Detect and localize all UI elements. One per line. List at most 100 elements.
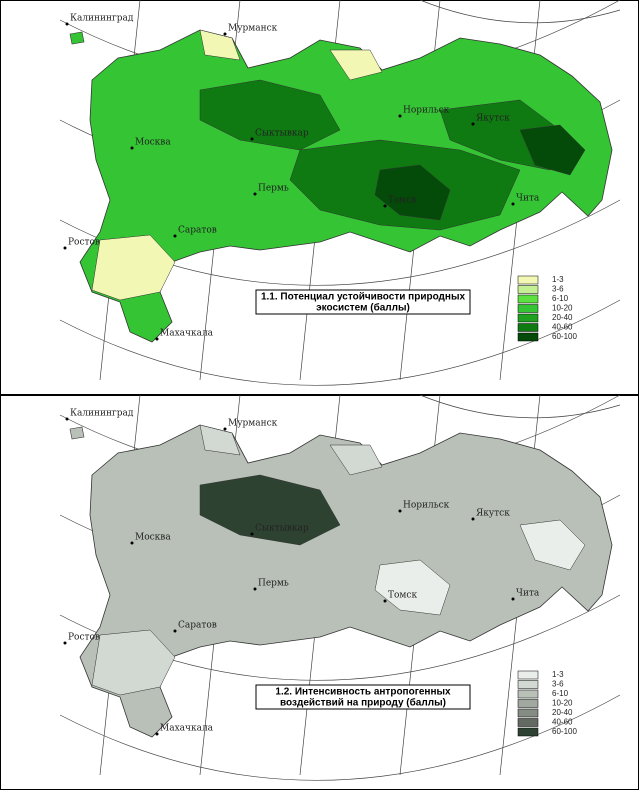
- legend-label: 1-3: [552, 670, 564, 679]
- legend-swatch: [517, 708, 539, 718]
- region: [519, 519, 586, 571]
- city-dot: [253, 192, 257, 196]
- city-label: Пермь: [258, 579, 289, 589]
- legend-label: 6-10: [552, 294, 569, 303]
- city-label: Норильск: [403, 501, 450, 511]
- region: [91, 629, 176, 696]
- city-dot: [63, 246, 67, 250]
- city-label: Томск: [388, 591, 417, 601]
- legend-swatch: [517, 332, 539, 342]
- city-dot: [471, 517, 475, 521]
- kaliningrad: [69, 31, 85, 45]
- region: [199, 79, 341, 151]
- legend-swatch: [517, 275, 539, 285]
- city-label: Саратов: [178, 621, 217, 631]
- legend-label: 60-100: [552, 332, 577, 341]
- city-dot: [65, 22, 69, 26]
- city-dot: [511, 597, 515, 601]
- city-dot: [173, 234, 177, 238]
- legend-label: 60-100: [552, 727, 577, 736]
- city-label: Мурманск: [228, 24, 278, 34]
- region: [199, 424, 241, 456]
- city-label: Москва: [135, 533, 171, 543]
- city-dot: [398, 509, 402, 513]
- legend-label: 20-40: [552, 313, 573, 322]
- city-dot: [250, 137, 254, 141]
- legend-swatch: [517, 718, 539, 727]
- city-label: Махачкала: [160, 329, 214, 339]
- region: [374, 164, 451, 221]
- city-dot: [223, 32, 227, 36]
- map-title: воздействий на природу (баллы): [280, 697, 446, 709]
- map-panel: Калининград Мурманск Норильск Якутск Москва С…: [59, 394, 621, 781]
- legend-swatch: [517, 727, 539, 737]
- city-dot: [173, 629, 177, 633]
- region: [199, 474, 341, 546]
- city-label: Якутск: [476, 509, 510, 519]
- region: [199, 29, 241, 61]
- city-dot: [253, 587, 257, 591]
- map-title: 1.2. Интенсивность антропогенных: [275, 687, 451, 698]
- city-label: Калининград: [70, 14, 134, 24]
- city-dot: [383, 204, 387, 208]
- city-label: Саратов: [178, 226, 217, 236]
- city-label: Ростов: [68, 238, 100, 248]
- city-dot: [471, 122, 475, 126]
- legend-label: 20-40: [552, 708, 573, 717]
- graticule: [59, 299, 621, 386]
- legend-swatch: [517, 285, 539, 294]
- city-dot: [511, 202, 515, 206]
- region: [329, 444, 383, 476]
- city-label: Махачкала: [160, 724, 214, 734]
- city-label: Сыктывкар: [255, 129, 309, 139]
- city-dot: [155, 337, 159, 341]
- city-dot: [130, 541, 134, 545]
- city-label: Калининград: [70, 409, 134, 419]
- city-label: Ростов: [68, 633, 100, 643]
- title-box: [255, 289, 471, 315]
- map-title: экосистем (баллы): [316, 302, 410, 314]
- legend-swatch: [517, 323, 539, 332]
- legend-label: 6-10: [552, 689, 569, 698]
- map-title: 1.1. Потенциал устойчивости природных: [261, 292, 466, 303]
- city-dot: [223, 427, 227, 431]
- city-dot: [63, 641, 67, 645]
- city-label: Норильск: [403, 106, 450, 116]
- legend-label: 10-20: [552, 304, 573, 313]
- city-dot: [398, 114, 402, 118]
- city-dot: [130, 146, 134, 150]
- legend-swatch: [517, 313, 539, 323]
- legend-label: 10-20: [552, 699, 573, 708]
- city-dot: [155, 732, 159, 736]
- legend-swatch: [517, 294, 539, 304]
- city-dot: [65, 417, 69, 421]
- arctic-circle: [419, 394, 621, 419]
- legend-label: 40-60: [552, 718, 573, 727]
- graticule: [59, 694, 621, 781]
- legend-label: 40-60: [552, 323, 573, 332]
- city-dot: [250, 532, 254, 536]
- region: [329, 49, 383, 81]
- region: [91, 234, 176, 301]
- legend-label: 3-6: [552, 680, 564, 689]
- city-label: Мурманск: [228, 419, 278, 429]
- city-label: Якутск: [476, 114, 510, 124]
- legend-label: 1-3: [552, 275, 564, 284]
- arctic-circle: [419, 0, 621, 24]
- region: [519, 124, 586, 176]
- legend-swatch: [517, 304, 539, 313]
- legend-swatch: [517, 670, 539, 680]
- city-label: Пермь: [258, 184, 289, 194]
- city-dot: [383, 599, 387, 603]
- map-panel: Калининград Мурманск Норильск Якутск Москва С…: [59, 0, 621, 386]
- city-label: Чита: [516, 589, 540, 599]
- legend-label: 3-6: [552, 285, 564, 294]
- kaliningrad: [69, 426, 85, 440]
- city-label: Чита: [516, 194, 540, 204]
- title-box: [255, 684, 471, 710]
- city-label: Томск: [388, 196, 417, 206]
- legend-swatch: [517, 699, 539, 708]
- region: [374, 559, 451, 616]
- city-label: Москва: [135, 138, 171, 148]
